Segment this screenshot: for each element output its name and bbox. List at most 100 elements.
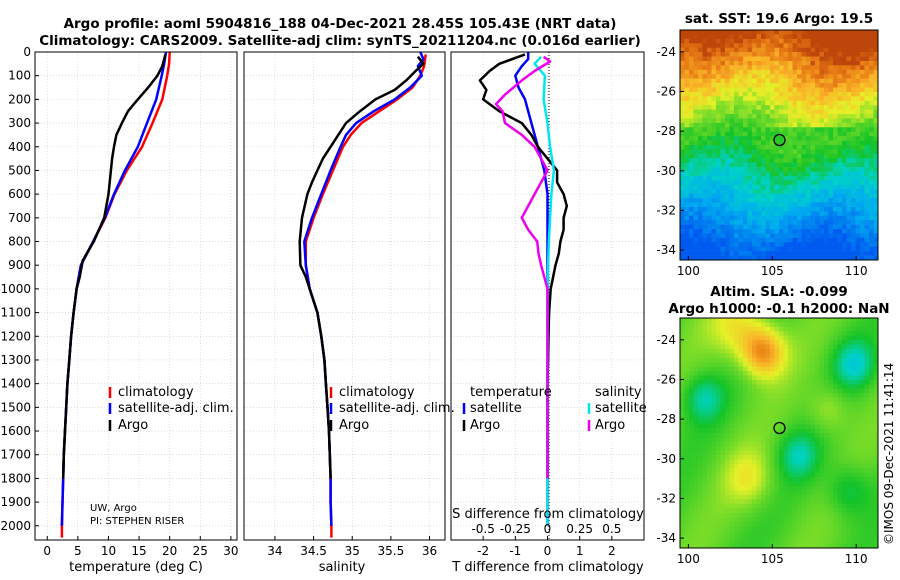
heatmap-cell: [824, 211, 829, 217]
heatmap-cell: [806, 353, 811, 359]
heatmap-cell: [783, 145, 789, 150]
heatmap-cell: [779, 122, 784, 128]
heatmap-cell: [765, 543, 771, 548]
heatmap-cell: [698, 530, 703, 536]
heatmap-cell: [765, 512, 771, 518]
heatmap-cell: [738, 69, 744, 75]
heatmap-cell: [810, 534, 816, 540]
heatmap-cell: [720, 193, 726, 199]
heatmap-cell: [756, 109, 762, 115]
heatmap-cell: [869, 47, 874, 53]
heatmap-cell: [680, 69, 685, 75]
heatmap-cell: [693, 384, 699, 390]
heatmap-cell: [774, 525, 780, 531]
y-tick-label: 900: [8, 258, 31, 272]
heatmap-cell: [851, 322, 856, 328]
heatmap-cell: [797, 490, 802, 496]
heatmap-cell: [806, 127, 811, 133]
heatmap-cell: [707, 534, 712, 540]
heatmap-cell: [833, 127, 838, 133]
heatmap-cell: [734, 96, 739, 102]
heatmap-cell: [716, 388, 721, 394]
heatmap-cell: [819, 153, 825, 159]
heatmap-cell: [869, 335, 874, 341]
heatmap-cell: [743, 379, 748, 385]
heatmap-cell: [693, 122, 699, 128]
heatmap-cell: [693, 206, 699, 212]
heatmap-cell: [702, 397, 708, 403]
heatmap-cell: [747, 543, 753, 548]
heatmap-cell: [680, 508, 685, 513]
heatmap-cell: [855, 224, 861, 230]
heatmap-cell: [860, 122, 865, 128]
heatmap-cell: [743, 184, 748, 190]
heatmap-cell: [846, 472, 852, 478]
heatmap-cell: [824, 410, 829, 416]
heatmap-cell: [711, 136, 717, 141]
heatmap-cell: [855, 60, 861, 66]
heatmap-cell: [788, 242, 793, 248]
heatmap-cell: [855, 251, 861, 256]
heatmap-cell: [698, 100, 703, 106]
heatmap-cell: [797, 397, 802, 403]
heatmap-cell: [810, 145, 816, 150]
heatmap-cell: [743, 543, 748, 548]
heatmap-cell: [693, 402, 699, 407]
heatmap-cell: [810, 246, 816, 252]
heatmap-cell: [833, 446, 838, 451]
temperature-panel: 0 5 10 15 20 25 30 010020030040050060070080090…: [0, 45, 238, 575]
heatmap-cell: [833, 322, 838, 328]
heatmap-cell: [747, 344, 753, 350]
heatmap-cell: [738, 486, 744, 491]
heatmap-cell: [734, 331, 739, 336]
heatmap-cell: [779, 131, 784, 137]
heatmap-cell: [765, 175, 771, 181]
heatmap-cell: [716, 406, 721, 412]
heatmap-cell: [720, 512, 726, 518]
heatmap-cell: [756, 331, 762, 336]
heatmap-cell: [729, 428, 735, 434]
heatmap-cell: [765, 34, 771, 40]
heatmap-cell: [842, 158, 847, 163]
heatmap-cell: [774, 229, 780, 234]
heatmap-cell: [797, 543, 802, 548]
heatmap-cell: [707, 362, 712, 367]
heatmap-cell: [873, 136, 878, 141]
heatmap-cell: [680, 326, 685, 332]
heatmap-cell: [761, 206, 766, 212]
heatmap-cell: [756, 530, 762, 536]
heatmap-cell: [792, 340, 798, 345]
heatmap-cell: [693, 406, 699, 412]
header-title-line1: Argo profile: aoml 5904816_188 04-Dec-20…: [64, 16, 617, 32]
heatmap-cell: [689, 388, 694, 394]
heatmap-cell: [702, 402, 708, 407]
heatmap-cell: [747, 91, 753, 97]
heatmap-cell: [806, 441, 811, 447]
heatmap-cell: [806, 122, 811, 128]
heatmap-cell: [725, 437, 730, 443]
heatmap-cell: [779, 525, 784, 531]
temperature-diff-legend-title: temperature: [470, 385, 552, 400]
heatmap-cell: [702, 34, 708, 40]
heatmap-cell: [761, 477, 766, 482]
heatmap-cell: [842, 441, 847, 447]
heatmap-cell: [774, 455, 780, 460]
heatmap-cell: [824, 202, 829, 208]
heatmap-cell: [693, 65, 699, 71]
heatmap-cell: [765, 167, 771, 172]
heatmap-cell: [869, 167, 874, 172]
heatmap-cell: [855, 379, 861, 385]
heatmap-cell: [725, 237, 730, 243]
heatmap-cell: [702, 486, 708, 491]
heatmap-cell: [828, 379, 834, 385]
heatmap-cell: [783, 486, 789, 491]
heatmap-cell: [792, 237, 798, 243]
heatmap-cell: [801, 335, 807, 341]
heatmap-cell: [824, 140, 829, 146]
heatmap-cell: [833, 136, 838, 141]
heatmap-cell: [837, 246, 843, 252]
heatmap-cell: [797, 38, 802, 44]
heatmap-cell: [761, 428, 766, 434]
heatmap-cell: [752, 366, 757, 372]
heatmap-cell: [729, 251, 735, 256]
